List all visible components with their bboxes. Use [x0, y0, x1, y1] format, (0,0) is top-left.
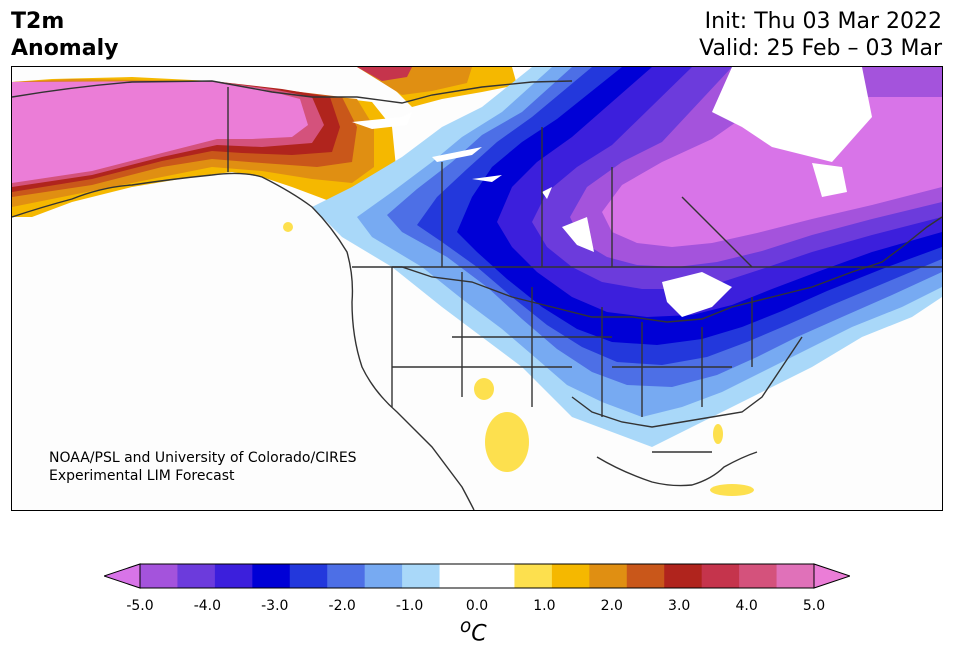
colorbar-cell — [514, 564, 553, 588]
colorbar-tick-label: 1.0 — [533, 598, 556, 614]
colorbar-cell — [252, 564, 291, 588]
colorbar-tick-label: 5.0 — [802, 598, 826, 614]
colorbar-cell — [364, 564, 403, 588]
colorbar — [104, 563, 850, 589]
colorbar-tick-label: 2.0 — [600, 598, 623, 614]
colorbar-min-arrow — [104, 563, 141, 589]
colorbar-cell — [589, 564, 628, 588]
colorbar-tick-label: -4.0 — [193, 598, 222, 614]
colorbar-tick-labels: -5.0 -4.0 -3.0 -2.0 -1.0 0.0 1.0 2.0 3.0 4.0 5.0 — [104, 598, 848, 618]
colorbar-tick-label: 3.0 — [668, 598, 691, 614]
degree-symbol: o — [460, 616, 472, 637]
init-date: Init: Thu 03 Mar 2022 — [704, 9, 942, 34]
colorbar-cells — [140, 564, 815, 588]
colorbar-unit: oC — [460, 616, 487, 646]
unit-letter: C — [471, 621, 487, 647]
colorbar-tick-label: 0.0 — [465, 598, 489, 614]
credit-line-2: Experimental LIM Forecast — [49, 468, 235, 484]
variable-name: T2m — [11, 9, 65, 34]
colorbar-cell — [402, 564, 441, 588]
quantity-name: Anomaly — [11, 36, 119, 61]
colorbar-cell — [626, 564, 665, 588]
colorbar-tick-label: -3.0 — [261, 598, 289, 614]
map-title: T2m Anomaly — [11, 8, 118, 62]
lakes — [352, 67, 872, 317]
warm-anomaly-spots — [283, 222, 754, 496]
colorbar-cell — [477, 564, 515, 588]
colorbar-cell — [776, 564, 815, 588]
boundaries — [12, 80, 942, 510]
colorbar-cell — [177, 564, 216, 588]
colorbar-tick-label: -5.0 — [126, 598, 154, 614]
colorbar-tick-label: 4.0 — [735, 598, 758, 614]
colorbar-max-arrow — [813, 563, 850, 589]
colorbar-cell — [140, 564, 178, 588]
warm-anomaly-alaska — [12, 67, 517, 217]
colorbar-tick-label: -1.0 — [395, 598, 424, 614]
credit-line-1: NOAA/PSL and University of Colorado/CIRE… — [49, 450, 357, 466]
colorbar-cell — [701, 564, 740, 588]
forecast-dates: Init: Thu 03 Mar 2022 Valid: 25 Feb – 03… — [699, 8, 942, 62]
anomaly-map — [11, 66, 943, 511]
colorbar-cell — [439, 564, 478, 588]
map-canvas — [12, 67, 942, 510]
colorbar-outline — [139, 563, 815, 589]
colorbar-cell — [327, 564, 366, 588]
colorbar-cell — [664, 564, 703, 588]
valid-period: Valid: 25 Feb – 03 Mar — [699, 36, 942, 61]
colorbar-cell — [551, 564, 590, 588]
credit-text: NOAA/PSL and University of Colorado/CIRE… — [49, 449, 357, 485]
colorbar-cell — [289, 564, 328, 588]
colorbar-cell — [214, 564, 253, 588]
colorbar-cell — [739, 564, 778, 588]
colorbar-tick-label: -2.0 — [328, 598, 356, 614]
